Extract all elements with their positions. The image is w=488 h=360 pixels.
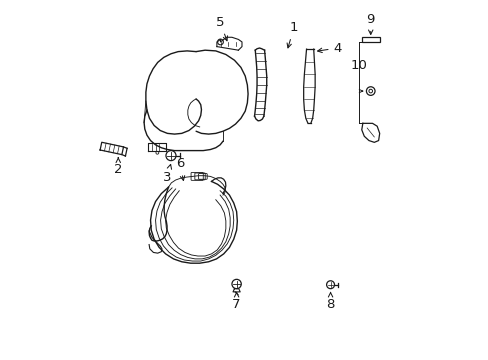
Text: 8: 8 — [325, 292, 334, 311]
Text: 5: 5 — [215, 16, 227, 41]
Text: 3: 3 — [163, 165, 171, 184]
Text: 6: 6 — [175, 157, 184, 180]
Text: 1: 1 — [286, 21, 298, 48]
Text: 4: 4 — [317, 41, 341, 54]
Text: 7: 7 — [232, 292, 241, 311]
Text: 9: 9 — [366, 13, 374, 35]
Text: 2: 2 — [114, 158, 122, 176]
Text: 10: 10 — [350, 59, 367, 72]
